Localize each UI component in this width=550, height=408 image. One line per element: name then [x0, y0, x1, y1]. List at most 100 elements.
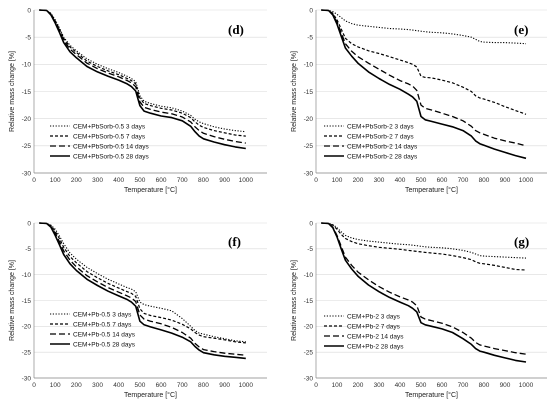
x-tick-label: 400 [395, 382, 406, 389]
y-tick-label: -10 [304, 62, 314, 69]
y-tick-label: -15 [22, 89, 32, 96]
x-axis-title: Temperature [°C] [124, 186, 177, 194]
x-tick-label: 800 [198, 177, 209, 184]
y-axis-title: Relative mass change [%] [9, 51, 16, 132]
legend-label: CEM+Pb-2 7 days [347, 323, 401, 330]
x-tick-label: 500 [134, 382, 145, 389]
x-tick-label: 100 [50, 177, 61, 184]
panel-label: (g) [514, 234, 529, 249]
panel-d: 0-5-10-15-20-25-300 100 200 300 400 500 600 700… [9, 7, 267, 194]
x-tick-label: 1000 [239, 177, 254, 184]
legend-label: CEM+Pb-2 14 days [347, 333, 404, 340]
panel-label: (f) [228, 234, 241, 249]
x-axis-title: Temperature [°C] [124, 391, 177, 399]
x-tick-label: 100 [332, 382, 343, 389]
x-tick-label: 0 [32, 177, 36, 184]
series-line [321, 222, 527, 259]
y-tick-label: -10 [22, 272, 32, 279]
y-tick-label: -5 [25, 34, 31, 41]
panel-e: 0-5-10-15-20-25-300 100 200 300 400 500 600 700… [291, 7, 547, 194]
x-tick-label: 500 [416, 382, 427, 389]
series-line [321, 222, 527, 363]
legend-label: CEM+Pb-0.5 28 days [73, 341, 136, 348]
panel-label: (e) [514, 22, 528, 37]
x-tick-label: 500 [134, 177, 145, 184]
series-line [39, 222, 246, 356]
x-tick-label: 600 [156, 382, 167, 389]
legend-label: CEM+PbSorb-2 3 days [347, 123, 414, 130]
y-tick-label: 0 [27, 220, 31, 227]
y-tick-label: -30 [22, 375, 32, 382]
x-tick-label: 800 [198, 382, 209, 389]
y-tick-label: -30 [304, 375, 314, 382]
legend-label: CEM+PbSorb-2 7 days [347, 133, 414, 140]
legend-label: CEM+PbSorb-0.5 7 days [73, 133, 146, 140]
x-tick-label: 200 [353, 177, 364, 184]
legend-label: CEM+Pb-2 28 days [347, 343, 404, 350]
x-tick-label: 200 [71, 382, 82, 389]
x-tick-label: 700 [177, 382, 188, 389]
x-tick-label: 200 [353, 382, 364, 389]
panel-label: (d) [228, 22, 244, 37]
x-axis-title: Temperature [°C] [405, 391, 458, 399]
y-tick-label: -15 [304, 89, 314, 96]
legend-label: CEM+Pb-0.5 7 days [73, 321, 132, 328]
y-tick-label: -25 [22, 143, 32, 150]
series-line [39, 9, 246, 150]
legend-label: CEM+PbSorb-2 14 days [347, 143, 418, 150]
legend-label: CEM+Pb-0.5 3 days [73, 311, 132, 318]
x-tick-label: 300 [374, 177, 385, 184]
y-tick-label: -10 [304, 272, 314, 279]
x-tick-label: 800 [479, 382, 490, 389]
series-line [321, 222, 527, 271]
panel-g: 0-5-10-15-20-25-300 100 200 300 400 500 600 700… [291, 220, 547, 399]
x-tick-label: 300 [92, 177, 103, 184]
series-line [321, 9, 527, 147]
x-tick-label: 400 [113, 382, 124, 389]
x-tick-label: 600 [156, 177, 167, 184]
y-tick-label: -20 [22, 116, 32, 123]
x-tick-label: 200 [71, 177, 82, 184]
y-tick-label: -5 [25, 246, 31, 253]
series-line [321, 222, 527, 355]
x-tick-label: 700 [177, 177, 188, 184]
x-tick-label: 400 [113, 177, 124, 184]
y-tick-label: -10 [22, 62, 32, 69]
legend-label: CEM+PbSorb-0.5 28 days [73, 153, 149, 160]
x-tick-label: 100 [50, 382, 61, 389]
x-tick-label: 900 [500, 382, 511, 389]
legend-label: CEM+PbSorb-0.5 3 days [73, 123, 146, 130]
legend-label: CEM+Pb-0.5 14 days [73, 331, 136, 338]
x-tick-label: 400 [395, 177, 406, 184]
x-tick-label: 1000 [519, 382, 534, 389]
x-tick-label: 1000 [519, 177, 534, 184]
y-tick-label: 0 [309, 7, 313, 14]
x-axis-title: Temperature [°C] [405, 186, 458, 194]
y-tick-label: 0 [27, 7, 31, 14]
y-tick-label: -15 [22, 298, 32, 305]
x-tick-label: 0 [314, 177, 318, 184]
x-tick-label: 900 [219, 382, 230, 389]
x-tick-label: 300 [374, 382, 385, 389]
y-tick-label: -25 [304, 143, 314, 150]
x-tick-label: 0 [32, 382, 36, 389]
series-line [321, 9, 527, 45]
series-line [321, 9, 527, 160]
y-axis-title: Relative mass change [%] [291, 51, 298, 132]
y-tick-label: -25 [304, 349, 314, 356]
y-axis-title: Relative mass change [%] [291, 260, 298, 341]
x-tick-label: 700 [458, 382, 469, 389]
x-tick-label: 800 [479, 177, 490, 184]
y-tick-label: -20 [304, 324, 314, 331]
x-tick-label: 900 [500, 177, 511, 184]
y-tick-label: -25 [22, 349, 32, 356]
legend-label: CEM+PbSorb-2 28 days [347, 153, 418, 160]
y-tick-label: -20 [304, 116, 314, 123]
x-tick-label: 700 [458, 177, 469, 184]
x-tick-label: 500 [416, 177, 427, 184]
series-line [39, 222, 246, 360]
x-tick-label: 300 [92, 382, 103, 389]
series-line [39, 9, 246, 133]
legend-label: CEM+PbSorb-0.5 14 days [73, 143, 149, 150]
